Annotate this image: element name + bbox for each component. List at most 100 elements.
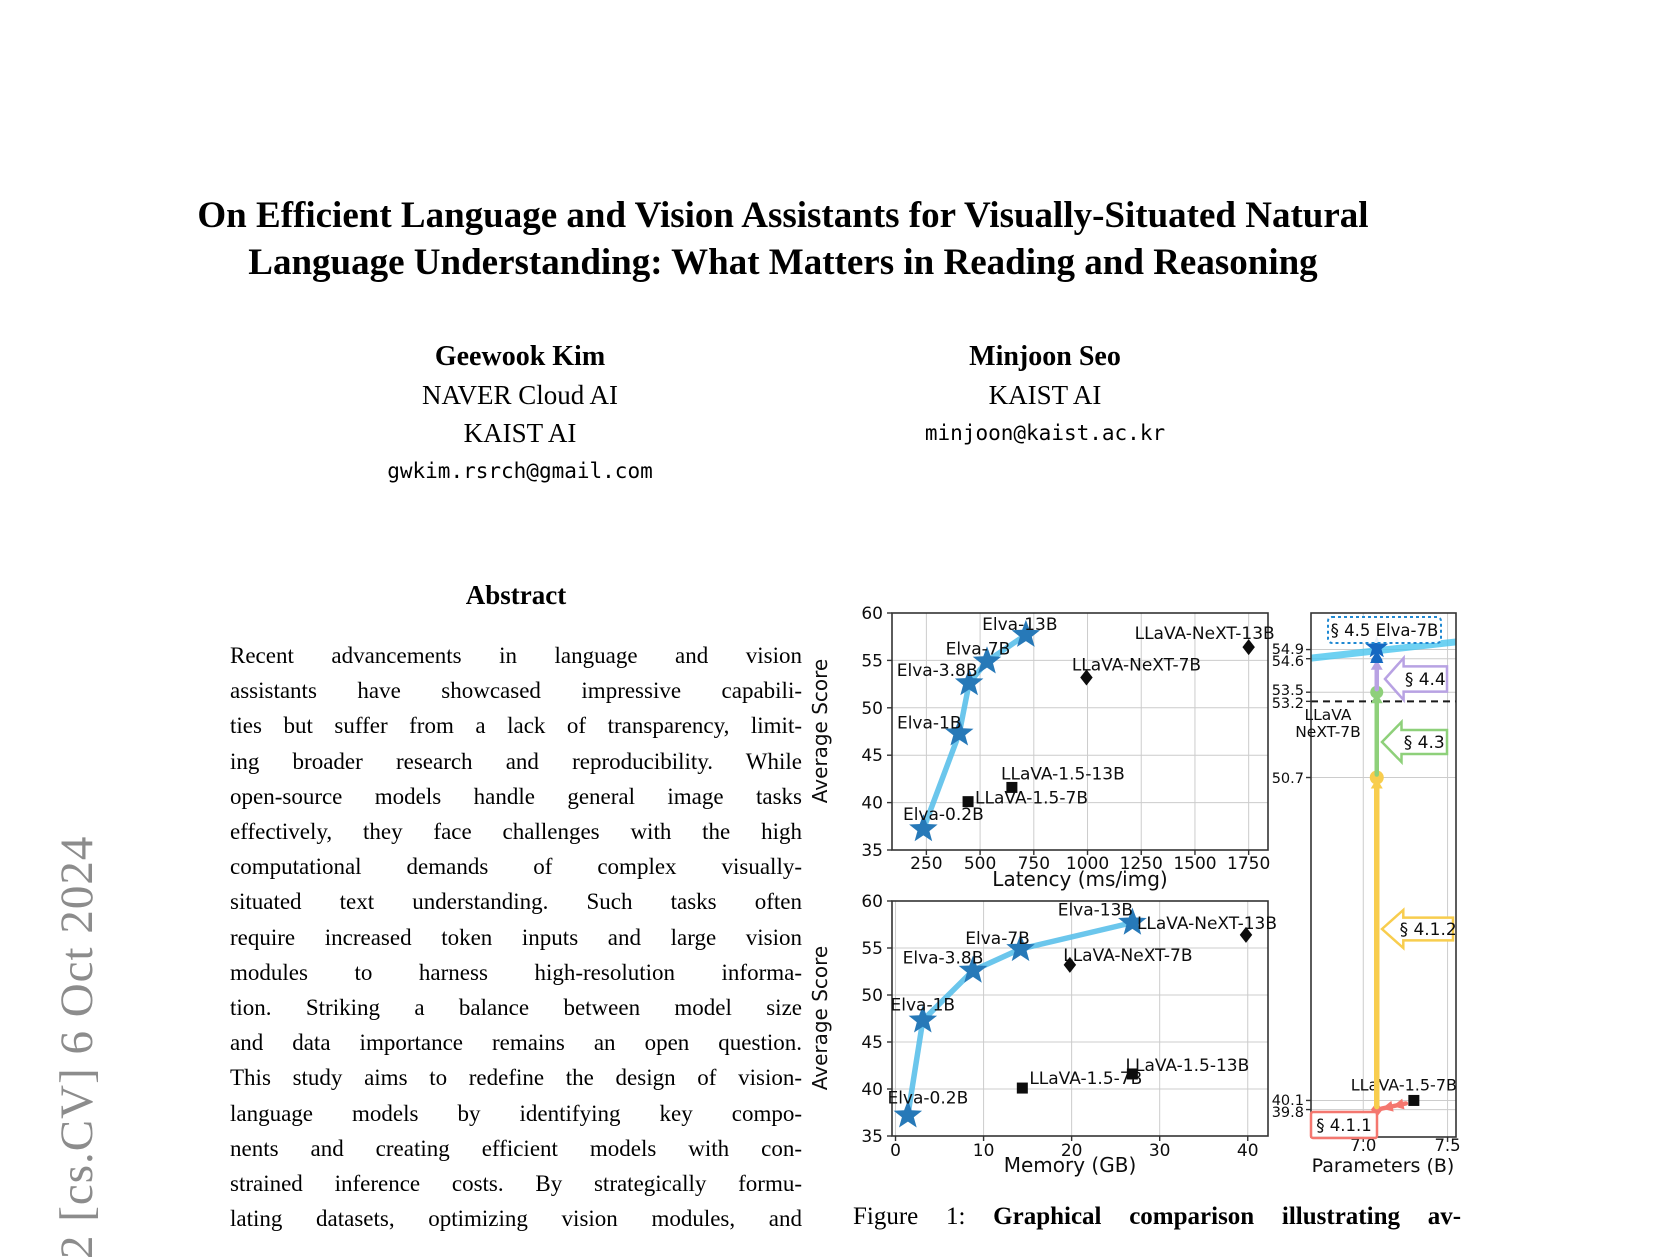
svg-text:Elva-7B: Elva-7B: [946, 639, 1011, 659]
svg-text:7.5: 7.5: [1434, 1136, 1460, 1155]
abstract-text: Recent advancements in language and visi…: [230, 638, 802, 1236]
svg-text:53.2: 53.2: [1272, 696, 1304, 712]
point-elva-1b: Elva-1B: [891, 995, 956, 1033]
svg-text:Elva-7B: Elva-7B: [965, 929, 1030, 949]
svg-text:1250: 1250: [1120, 854, 1163, 874]
step-4-1-2: § 4.1.2: [1369, 770, 1457, 1110]
svg-text:1000: 1000: [1066, 854, 1109, 874]
svg-text:45: 45: [861, 1033, 883, 1053]
author-affiliation: KAIST AI: [463, 418, 577, 448]
point-llava-next-13b: LLaVA-NeXT-13B: [1135, 624, 1275, 656]
abstract-line-11: tion. Striking a balance between model s…: [230, 995, 802, 1021]
svg-text:LLaVA-1.5-7B: LLaVA-1.5-7B: [1029, 1069, 1142, 1089]
step-4-3: § 4.3: [1370, 685, 1449, 777]
abstract-line-2: assistants have showcased impressive cap…: [230, 678, 802, 704]
abstract-line-9: require increased token inputs and large…: [230, 924, 802, 950]
abstract-line-8: situated text understanding. Such tasks …: [230, 889, 802, 915]
abstract-line-5: open-source models handle general image …: [230, 783, 802, 809]
svg-text:40: 40: [861, 794, 883, 814]
point-llava-1-5-7b: LLaVA-1.5-7B: [962, 789, 1088, 809]
svg-text:45: 45: [861, 746, 883, 766]
author-block-geewook-kim: Geewook Kim NAVER Cloud AI KAIST AI gwki…: [330, 338, 710, 490]
abstract-line-6: effectively, they face challenges with t…: [230, 819, 802, 845]
point-elva-3-8b: Elva-3.8B: [903, 949, 988, 983]
svg-text:50: 50: [861, 986, 883, 1006]
svg-text:Elva-13B: Elva-13B: [1058, 901, 1133, 921]
title-line-1: On Efficient Language and Vision Assista…: [197, 195, 1369, 236]
step-4-1-1: LLaVA-1.5-7B § 4.1.1: [1309, 1075, 1457, 1140]
step-4-5: § 4.5 Elva-7B: [1327, 616, 1442, 663]
author-block-minjoon-seo: Minjoon Seo KAIST AI minjoon@kaist.ac.kr: [855, 338, 1235, 452]
svg-text:20: 20: [1061, 1141, 1083, 1161]
author-affiliation: NAVER Cloud AI: [421, 380, 619, 410]
svg-text:30: 30: [1149, 1141, 1171, 1161]
point-elva-13b: Elva-13B: [982, 615, 1058, 647]
svg-text:60: 60: [861, 892, 883, 912]
point-elva-3-8b: Elva-3.8B: [897, 661, 984, 696]
author-affiliation: KAIST AI: [988, 380, 1102, 410]
svg-text:LLaVA: LLaVA: [1305, 706, 1352, 724]
latency-chart: 250 500 750 1000 1250 1500 1750 35 40 45 50 55 60 Lat…: [808, 604, 1275, 891]
caption-prefix: Figure 1:: [853, 1203, 966, 1230]
svg-text:Elva-3.8B: Elva-3.8B: [903, 949, 984, 969]
point-elva-13b: Elva-13B: [1058, 901, 1147, 935]
svg-text:LLaVA-NeXT-13B: LLaVA-NeXT-13B: [1137, 914, 1277, 934]
svg-text:LLaVA-1.5-13B: LLaVA-1.5-13B: [1001, 764, 1125, 784]
svg-text:10: 10: [973, 1141, 995, 1161]
svg-text:LLaVA-NeXT-13B: LLaVA-NeXT-13B: [1135, 624, 1275, 644]
abstract-line-3: ties but suffer from a lack of transpare…: [230, 713, 802, 739]
author-name: Geewook Kim: [434, 341, 606, 372]
svg-text:Elva-0.2B: Elva-0.2B: [903, 805, 984, 825]
svg-text:35: 35: [861, 1127, 883, 1147]
point-llava-1-5-7b: LLaVA-1.5-7B: [1016, 1069, 1142, 1094]
memory-chart: 0 10 20 30 40 35 40 45 50 55 60 Memory (GB) Average …: [808, 892, 1277, 1177]
point-llava-1-5-13b: LLaVA-1.5-13B: [1126, 1056, 1250, 1080]
svg-text:50.7: 50.7: [1272, 771, 1304, 787]
point-llava-1-5-13b: LLaVA-1.5-13B: [1001, 764, 1125, 793]
abstract-line-14: language models by identifying key compo…: [230, 1100, 802, 1126]
svg-text:500: 500: [964, 854, 996, 874]
step-4-4: § 4.4: [1370, 654, 1449, 704]
caption-text: Graphical comparison illustrating av-: [993, 1203, 1462, 1230]
point-llava-next-13b: LLaVA-NeXT-13B: [1137, 914, 1277, 943]
point-llava-next-7b: LLaVA-NeXT-7B: [1072, 655, 1201, 686]
title-line-2: Language Understanding: What Matters in …: [248, 242, 1318, 283]
abstract-line-12: and data importance remains an open ques…: [230, 1030, 802, 1056]
svg-text:LLaVA-1.5-7B: LLaVA-1.5-7B: [975, 789, 1088, 809]
svg-text:§ 4.1.2: § 4.1.2: [1400, 920, 1457, 940]
svg-text:Elva-1B: Elva-1B: [897, 713, 962, 733]
abstract-line-10: modules to harness high-resolution infor…: [230, 959, 802, 985]
svg-text:Elva-0.2B: Elva-0.2B: [887, 1088, 968, 1108]
svg-text:55: 55: [861, 939, 883, 959]
abstract-line-4: ing broader research and reproducibility…: [230, 748, 802, 774]
svg-text:60: 60: [861, 604, 883, 624]
svg-text:LLaVA-1.5-13B: LLaVA-1.5-13B: [1126, 1056, 1250, 1076]
abstract-line-15: nents and creating efficient models with…: [230, 1135, 802, 1161]
svg-text:LLaVA-NeXT-7B: LLaVA-NeXT-7B: [1063, 946, 1192, 966]
point-elva-1b: Elva-1B: [897, 713, 974, 746]
svg-text:35: 35: [861, 841, 883, 861]
abstract-line-17: lating datasets, optimizing vision modul…: [230, 1206, 802, 1232]
svg-text:50: 50: [861, 699, 883, 719]
point-elva-0-2b: Elva-0.2B: [887, 1088, 968, 1128]
svg-text:Parameters (B): Parameters (B): [1312, 1155, 1455, 1177]
svg-text:Elva-3.8B: Elva-3.8B: [897, 661, 978, 681]
point-elva-7b: Elva-7B: [946, 639, 1011, 674]
abstract-line-7: computational demands of complex visuall…: [230, 854, 802, 880]
abstract-heading: Abstract: [465, 580, 567, 610]
parameters-panel: 7.0 7.5 54.954.6 53.553.2 50.7 40.139.8 LLaVAN…: [1272, 612, 1461, 1177]
svg-text:Elva-1B: Elva-1B: [891, 995, 956, 1015]
svg-text:LLaVA-NeXT-7B: LLaVA-NeXT-7B: [1072, 655, 1201, 675]
svg-text:7.0: 7.0: [1350, 1136, 1376, 1155]
figure-caption: Figure 1: Graphical comparison illustrat…: [853, 1203, 1461, 1231]
author-email: gwkim.rsrch@gmail.com: [387, 459, 653, 483]
svg-text:750: 750: [1018, 854, 1050, 874]
abstract-line-16: strained inference costs. By strategical…: [230, 1171, 802, 1197]
svg-text:Average Score: Average Score: [808, 946, 832, 1091]
svg-text:Memory (GB): Memory (GB): [1004, 1153, 1137, 1177]
point-elva-7b: Elva-7B: [965, 929, 1035, 962]
author-email: minjoon@kaist.ac.kr: [924, 421, 1166, 445]
abstract-line-13: This study aims to redefine the design o…: [230, 1065, 802, 1091]
